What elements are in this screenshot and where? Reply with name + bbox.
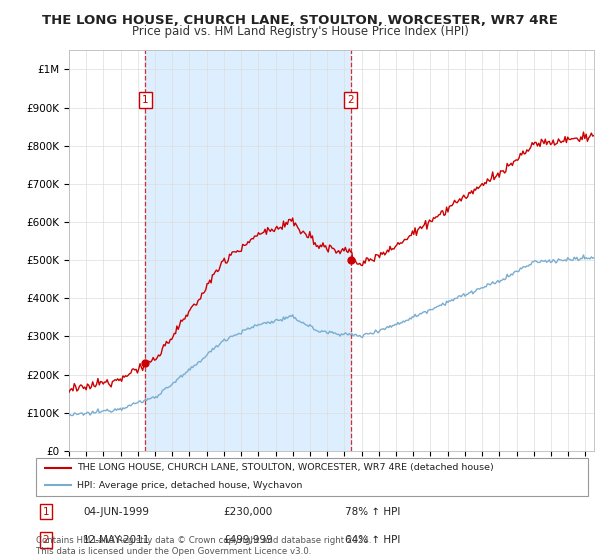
Text: THE LONG HOUSE, CHURCH LANE, STOULTON, WORCESTER, WR7 4RE (detached house): THE LONG HOUSE, CHURCH LANE, STOULTON, W…	[77, 463, 494, 472]
Text: 12-MAY-2011: 12-MAY-2011	[83, 535, 150, 545]
Text: Contains HM Land Registry data © Crown copyright and database right 2024.
This d: Contains HM Land Registry data © Crown c…	[36, 536, 371, 556]
Text: 04-JUN-1999: 04-JUN-1999	[83, 507, 149, 517]
Text: Price paid vs. HM Land Registry's House Price Index (HPI): Price paid vs. HM Land Registry's House …	[131, 25, 469, 38]
Text: £499,999: £499,999	[224, 535, 274, 545]
Text: £230,000: £230,000	[224, 507, 273, 517]
Text: 2: 2	[347, 95, 354, 105]
Text: 64% ↑ HPI: 64% ↑ HPI	[345, 535, 400, 545]
Text: HPI: Average price, detached house, Wychavon: HPI: Average price, detached house, Wych…	[77, 481, 303, 490]
Text: 78% ↑ HPI: 78% ↑ HPI	[345, 507, 400, 517]
Bar	[145, 50, 350, 451]
Text: 1: 1	[43, 507, 49, 517]
Text: 1: 1	[142, 95, 149, 105]
Text: THE LONG HOUSE, CHURCH LANE, STOULTON, WORCESTER, WR7 4RE: THE LONG HOUSE, CHURCH LANE, STOULTON, W…	[42, 14, 558, 27]
Text: 2: 2	[43, 535, 49, 545]
FancyBboxPatch shape	[36, 458, 588, 496]
